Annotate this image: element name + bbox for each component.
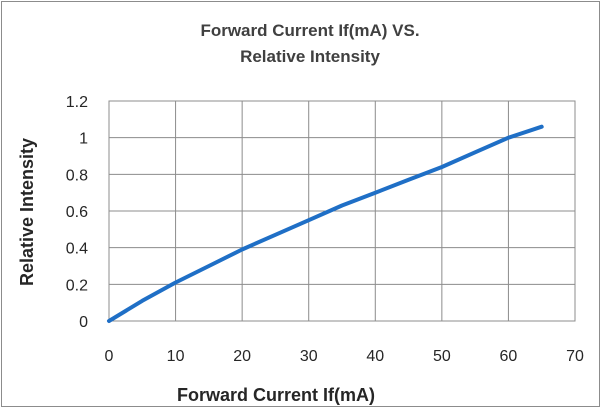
- x-tick-label: 0: [105, 348, 114, 365]
- y-tick-label: 0: [79, 314, 88, 331]
- x-tick-label: 30: [300, 348, 318, 365]
- x-tick-label: 70: [566, 348, 584, 365]
- y-tick-label: 0.8: [66, 167, 88, 184]
- x-tick-label: 40: [366, 348, 384, 365]
- chart-title-line-1: Forward Current If(mA) VS.: [200, 21, 420, 40]
- y-tick-labels: 0 0.2 0.4 0.6 0.8 1 1.2: [66, 94, 88, 331]
- x-tick-label: 20: [233, 348, 251, 365]
- chart-title-line-2: Relative Intensity: [240, 47, 380, 66]
- y-tick-label: 0.2: [66, 277, 88, 294]
- series-line: [107, 124, 544, 323]
- series-layer: [107, 124, 544, 323]
- x-tick-label: 10: [167, 348, 185, 365]
- y-tick-label: 1.2: [66, 94, 88, 111]
- x-tick-label: 50: [433, 348, 451, 365]
- y-tick-label: 0.6: [66, 204, 88, 221]
- y-tick-label: 0.4: [66, 241, 88, 258]
- y-tick-label: 1: [79, 131, 88, 148]
- x-axis-title: Forward Current If(mA): [177, 385, 375, 405]
- x-tick-label: 60: [500, 348, 518, 365]
- y-axis-title: Relative Intensity: [17, 138, 37, 286]
- x-tick-labels: 0 10 20 30 40 50 60 70: [105, 348, 584, 365]
- chart-title: Forward Current If(mA) VS. Relative Inte…: [100, 18, 520, 70]
